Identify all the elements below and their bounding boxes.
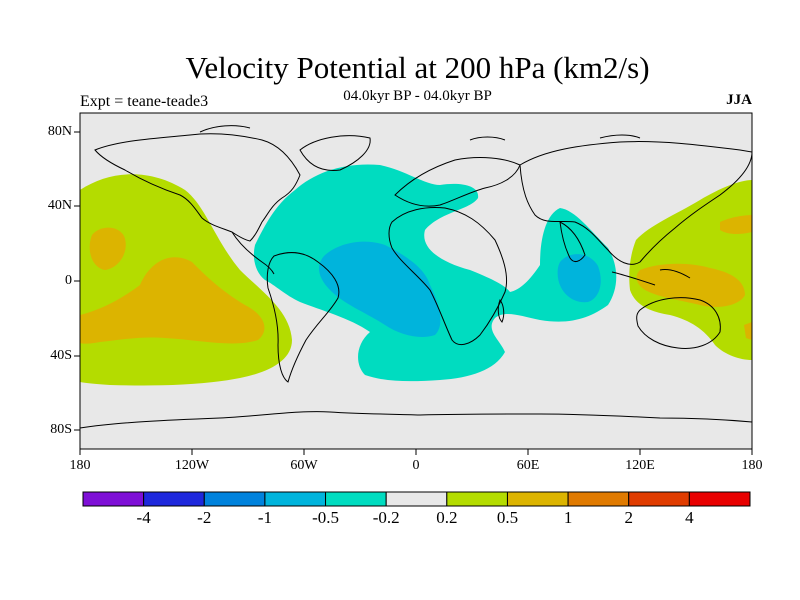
- colorbar-swatch: [506, 491, 569, 507]
- colorbar-label: 1: [563, 508, 573, 527]
- colorbar-swatch: [325, 491, 387, 507]
- colorbar-label: -2: [197, 508, 212, 527]
- x-tick-label: 0: [412, 458, 420, 473]
- colorbar: [82, 491, 751, 507]
- x-tick-label: 180: [741, 458, 763, 473]
- y-tick-label: 0: [65, 273, 72, 288]
- pacific-positive-core-region-2: [89, 227, 126, 270]
- indian-negative-core-region: [557, 254, 601, 303]
- colorbar-swatch: [567, 491, 630, 507]
- colorbar-label: 0.2: [436, 508, 458, 527]
- colorbar-swatch: [143, 491, 205, 507]
- colorbar-swatch: [82, 491, 145, 507]
- x-tick-label: 120E: [625, 458, 655, 473]
- coastlines: [79, 125, 753, 429]
- west-pacific-positive-core-region-3: [744, 322, 752, 340]
- colorbar-swatch: [446, 491, 508, 507]
- colorbar-swatch: [628, 491, 690, 507]
- atlantic-negative-core-region: [318, 241, 441, 337]
- experiment-label: Expt = teane-teade3: [80, 93, 209, 110]
- west-pacific-positive-core-region: [636, 263, 745, 307]
- colorbar-swatch: [385, 491, 448, 507]
- pacific-positive-core-region: [80, 257, 265, 344]
- y-tick-label: 40S: [50, 348, 72, 363]
- colorbar-label: -4: [136, 508, 151, 527]
- x-tick-label: 120W: [174, 458, 210, 473]
- season-label: JJA: [726, 92, 752, 108]
- x-tick-label: 180: [69, 458, 91, 473]
- atlantic-negative-region: [253, 164, 617, 382]
- colorbar-swatch: [264, 491, 327, 507]
- plot-title: Velocity Potential at 200 hPa (km2/s): [185, 50, 650, 85]
- y-tick-label: 80S: [50, 422, 72, 437]
- colorbar-swatch: [688, 491, 751, 507]
- colorbar-label: -1: [257, 508, 272, 527]
- plot-subtitle: 04.0kyr BP - 04.0kyr BP: [343, 88, 492, 104]
- y-tick-label: 40N: [47, 198, 72, 213]
- colorbar-label: -0.2: [372, 508, 400, 527]
- x-tick-label: 60W: [290, 458, 318, 473]
- colorbar-label: 2: [624, 508, 633, 527]
- colorbar-label: 4: [685, 508, 694, 527]
- colorbar-swatch: [203, 491, 266, 507]
- colorbar-label: -0.5: [312, 508, 339, 527]
- x-tick-label: 60E: [516, 458, 540, 473]
- y-tick-label: 80N: [47, 124, 72, 139]
- west-pacific-positive-core-region-2: [720, 215, 752, 235]
- colorbar-label: 0.5: [496, 508, 519, 527]
- shaded-regions: [80, 164, 752, 386]
- axis-ticks: [74, 131, 753, 455]
